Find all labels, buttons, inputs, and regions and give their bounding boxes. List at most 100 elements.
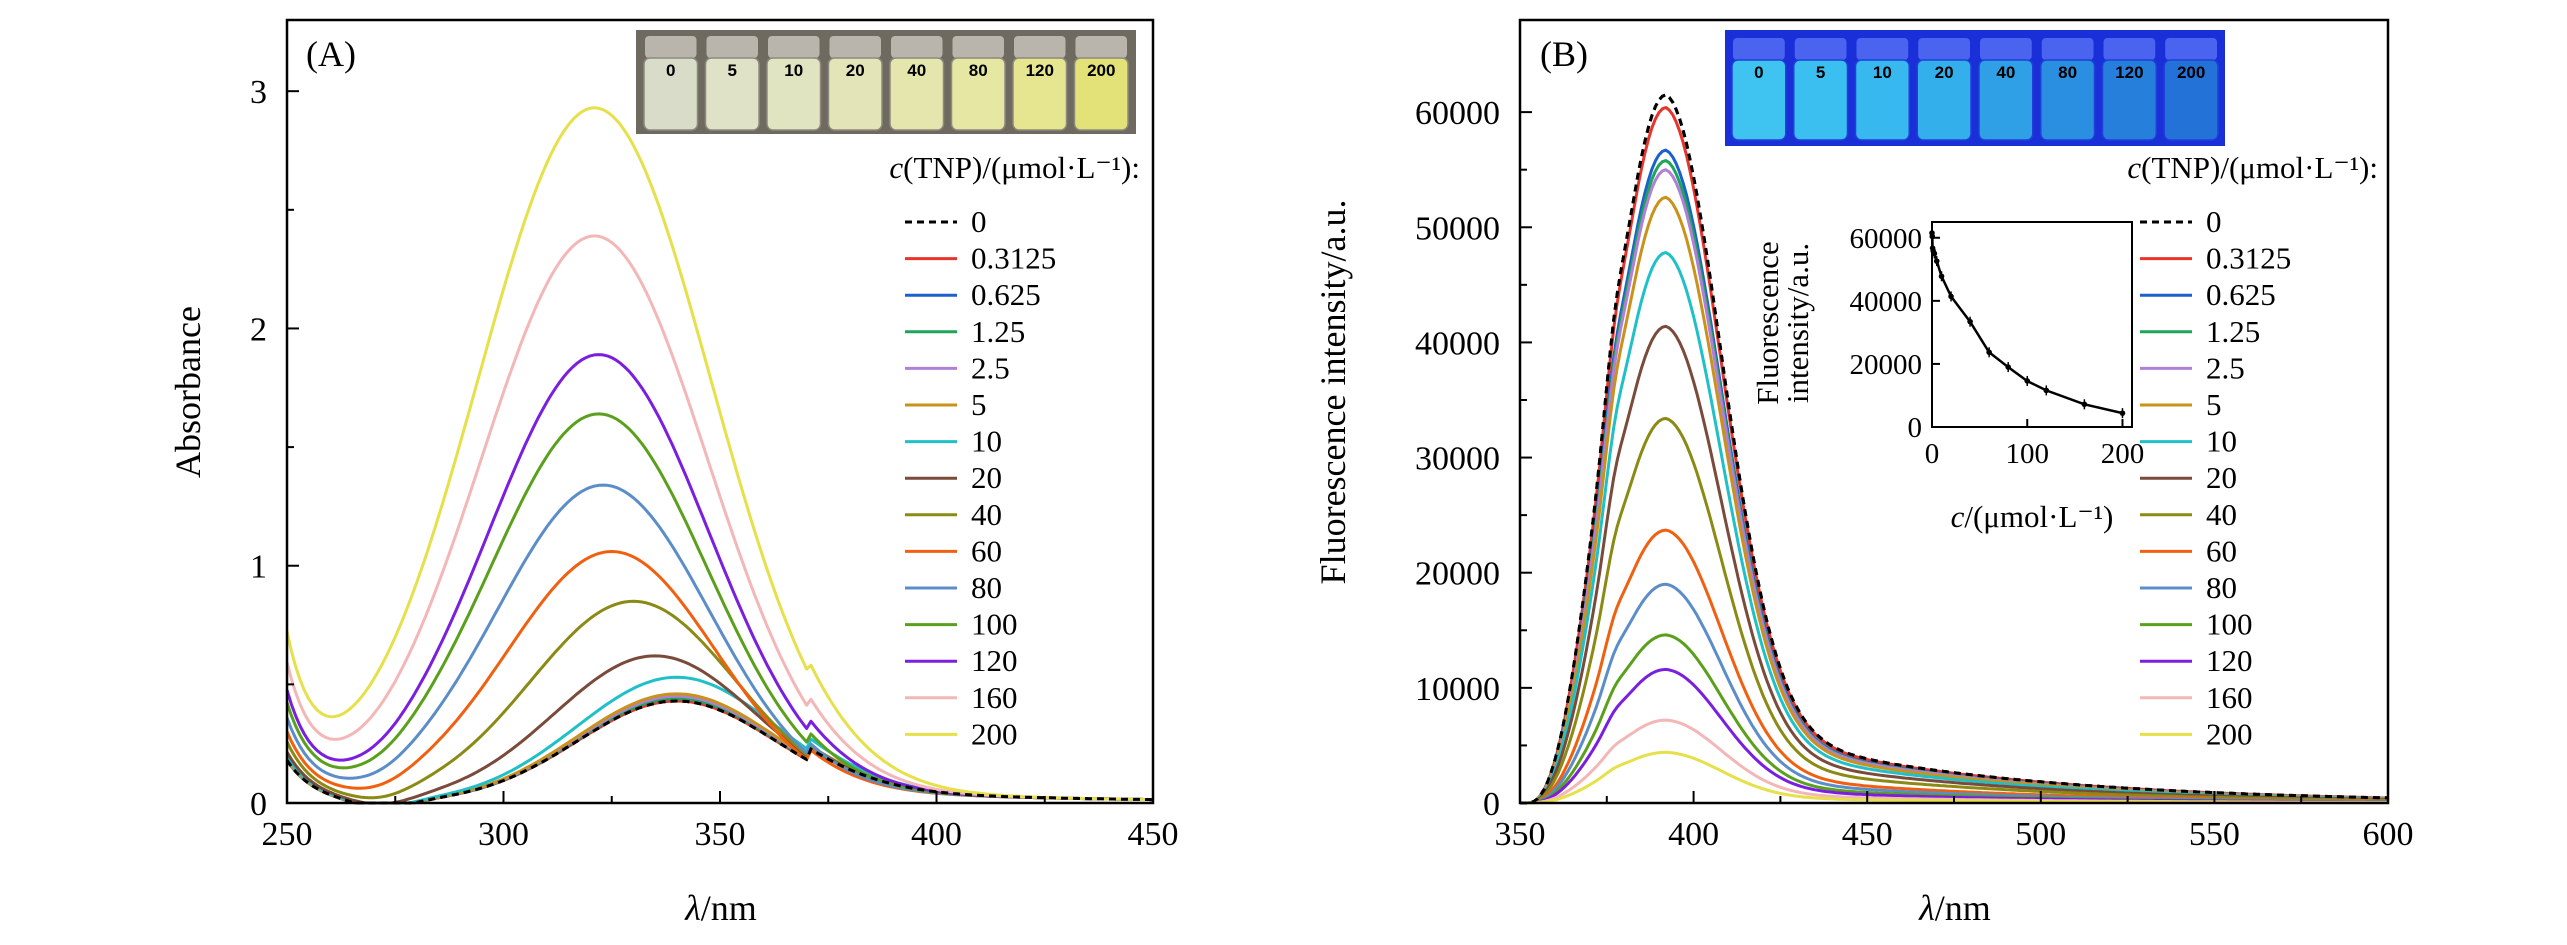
- y-tick-label: 20000: [1415, 556, 1500, 593]
- inset-data-marks: [1929, 228, 2126, 419]
- vial-label: 20: [846, 61, 865, 80]
- panel-b-series-lines: [1520, 93, 2389, 805]
- y-tick-label: 50000: [1415, 210, 1500, 247]
- inset-ticks: 0 100 200 0 20000 40000 60000: [1850, 223, 2145, 470]
- x-tick-label: 550: [2189, 816, 2240, 853]
- legend-label-200: 200: [2206, 716, 2253, 751]
- legend-label-20: 20: [2206, 460, 2237, 495]
- vial-cap: [1014, 36, 1066, 58]
- inset-data-point: [1929, 233, 1936, 240]
- legend-label-0.3125: 0.3125: [2206, 241, 2291, 276]
- panel-a-label: (A): [306, 34, 356, 74]
- vial-label: 120: [1026, 61, 1054, 80]
- legend-label-100: 100: [2206, 607, 2253, 642]
- vial-label: 10: [784, 61, 803, 80]
- legend-label-60: 60: [2206, 533, 2237, 568]
- inset-y-tick-label: 60000: [1850, 223, 1923, 255]
- series-line-0-reference: [1520, 93, 2389, 805]
- panel-b-fluorescence-chart: 350 400 450 500 550 600 010000200003000040000…: [1313, 18, 2414, 928]
- legend-label-0: 0: [2206, 204, 2222, 239]
- inset-y-tick-label: 20000: [1850, 349, 1923, 381]
- vial-cap: [1075, 36, 1127, 58]
- inset-data-point: [2081, 401, 2088, 408]
- panel-a-vial-photo: 0 5 10 20 40 80 120 200: [636, 30, 1136, 134]
- legend-label-0.625: 0.625: [971, 277, 1041, 312]
- panel-a-legend-title: c(TNP)/(μmol·L⁻¹):: [889, 150, 1140, 185]
- inset-data-point: [2005, 364, 2011, 370]
- vial-label: 5: [1816, 63, 1825, 82]
- legend-label-1.25: 1.25: [2206, 314, 2260, 349]
- vial-body: [1854, 59, 1910, 141]
- legend-label-1.25: 1.25: [971, 314, 1025, 349]
- vial-label: 20: [1935, 63, 1954, 82]
- legend-label-200: 200: [971, 716, 1018, 751]
- vial-cap: [1733, 38, 1785, 60]
- vial-cap: [1918, 38, 1970, 60]
- y-tick-label: 1: [250, 549, 267, 586]
- x-tick-label: 250: [262, 816, 313, 853]
- panel-b-x-ticks: 350 400 450 500 550 600: [1495, 791, 2414, 853]
- inset-x-tick-label: 100: [2005, 438, 2049, 470]
- y-tick-label: 40000: [1415, 325, 1500, 362]
- legend-label-100: 100: [971, 607, 1018, 642]
- legend-label-80: 80: [2206, 570, 2237, 605]
- inset-x-tick-label: 200: [2101, 438, 2145, 470]
- inset-data-point: [2043, 387, 2050, 394]
- vial-label: 10: [1873, 63, 1892, 82]
- inset-y-tick-label: 40000: [1850, 286, 1923, 318]
- vial-label: 80: [969, 61, 988, 80]
- legend-label-0.3125: 0.3125: [971, 241, 1056, 276]
- vial-body: [1793, 59, 1849, 141]
- legend-label-20: 20: [971, 460, 1002, 495]
- legend-label-10: 10: [2206, 424, 2237, 459]
- vial-body: [1731, 59, 1787, 141]
- inset-y-axis-title-line2: intensity/a.u.: [1780, 243, 1815, 403]
- vial-cap: [645, 36, 697, 58]
- x-tick-label: 450: [1128, 816, 1179, 853]
- y-tick-label: 2: [250, 311, 267, 348]
- vial-cap: [2041, 38, 2094, 60]
- inset-plot-frame: [1931, 221, 2133, 428]
- x-tick-label: 600: [2363, 816, 2414, 853]
- inset-data-point: [1938, 273, 1945, 280]
- inset-y-axis-title-line1: Fluorescence: [1750, 241, 1785, 405]
- legend-label-80: 80: [971, 570, 1002, 605]
- vial-body: [827, 57, 883, 131]
- inset-x-tick-label: 0: [1925, 438, 1940, 470]
- panel-a-series-lines: [285, 106, 1154, 805]
- panel-b-inset-chart: 0 100 200 0 20000 40000 60000 Fluorescence int…: [1750, 221, 2145, 534]
- panel-a-x-axis-title: λ/nm: [684, 888, 757, 928]
- legend-label-0: 0: [971, 204, 987, 239]
- panel-a-y-axis-title: Absorbance: [168, 306, 208, 478]
- vial-label: 80: [2058, 63, 2077, 82]
- inset-data-point: [2024, 378, 2031, 384]
- legend-label-120: 120: [971, 643, 1018, 678]
- series-line-200: [285, 106, 1154, 802]
- vial-label: 0: [666, 61, 675, 80]
- panel-b-legend: 00.31250.6251.252.5510204060801001201602…: [2140, 204, 2291, 751]
- y-tick-label: 10000: [1415, 671, 1500, 708]
- y-tick-label: 0: [1483, 786, 1500, 823]
- x-tick-label: 450: [1842, 816, 1893, 853]
- series-line-0-reference: [285, 699, 1154, 805]
- inset-data-point: [1933, 258, 1940, 264]
- vial-body: [889, 57, 945, 131]
- legend-label-2.5: 2.5: [971, 350, 1010, 385]
- panel-b-y-axis-title: Fluorescence intensity/a.u.: [1313, 200, 1353, 585]
- vial-body: [1978, 59, 2034, 141]
- legend-label-160: 160: [2206, 680, 2253, 715]
- legend-label-5: 5: [2206, 387, 2222, 422]
- vial-label: 200: [1087, 61, 1115, 80]
- panel-b-vial-photo: 0 5 10 20 40 80 120 200: [1725, 30, 2225, 146]
- panel-b-label: (B): [1540, 34, 1588, 74]
- vial-body: [2101, 59, 2157, 141]
- panel-b-x-axis-title: λ/nm: [1918, 888, 1991, 928]
- legend-label-2.5: 2.5: [2206, 350, 2245, 385]
- panel-a-legend: 00.31250.6251.252.5510204060801001201602…: [905, 204, 1056, 751]
- legend-label-120: 120: [2206, 643, 2253, 678]
- y-tick-label: 0: [250, 786, 267, 823]
- inset-data-point: [2119, 410, 2126, 416]
- vial-label: 40: [1996, 63, 2015, 82]
